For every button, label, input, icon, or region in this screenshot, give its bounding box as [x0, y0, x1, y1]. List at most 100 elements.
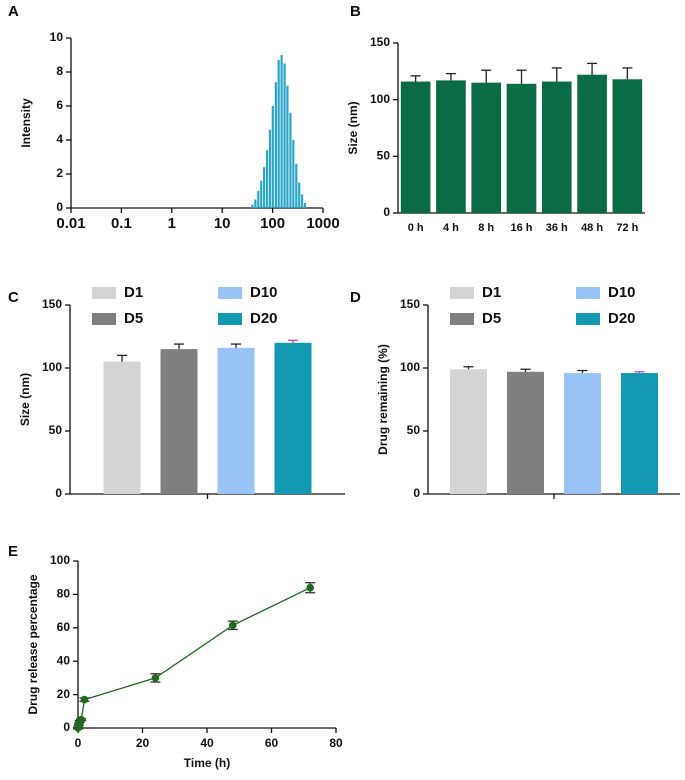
y-tick-label: 150	[42, 297, 62, 311]
legend-label: D1	[124, 284, 143, 301]
panel-label: B	[350, 3, 361, 20]
x-axis-label: Time (h)	[184, 756, 230, 770]
data-point	[80, 695, 89, 704]
y-tick-label: 0	[383, 205, 390, 219]
x-tick-label: 0 h	[408, 222, 424, 234]
y-axis-label: Drug release percentage	[26, 574, 40, 714]
legend-swatch	[92, 287, 116, 299]
x-tick-label: 20	[136, 736, 150, 750]
bar	[450, 369, 487, 494]
legend-label: D20	[250, 310, 278, 327]
legend-label: D10	[250, 284, 278, 301]
bar	[265, 150, 269, 208]
y-tick-label: 100	[50, 553, 70, 567]
x-tick-label: 8 h	[478, 222, 494, 234]
x-tick-label: 4 h	[443, 222, 459, 234]
y-axis-label: Drug remaining (%)	[376, 344, 390, 455]
x-tick-label: 80	[329, 736, 343, 750]
panel-label: D	[350, 289, 361, 306]
bar	[541, 81, 572, 214]
panel-label: E	[8, 543, 18, 560]
bar	[506, 83, 537, 213]
x-tick-label: 60	[265, 736, 279, 750]
y-tick-label: 0	[63, 720, 70, 734]
bar	[577, 74, 607, 213]
legend-label: D5	[482, 310, 501, 327]
y-tick-label: 100	[42, 360, 62, 374]
y-tick-label: 10	[50, 30, 64, 44]
y-tick-label: 0	[413, 486, 420, 500]
bar	[292, 140, 295, 208]
legend-swatch	[450, 313, 474, 325]
y-axis-label: Intensity	[19, 98, 33, 148]
data-point	[306, 583, 315, 592]
x-tick-label: 1000	[306, 215, 339, 232]
x-tick-label: 16 h	[510, 222, 532, 234]
bar	[303, 202, 307, 208]
y-tick-label: 60	[57, 620, 71, 634]
y-tick-label: 8	[56, 64, 63, 78]
bar	[277, 60, 280, 208]
y-tick-label: 2	[56, 166, 63, 180]
y-tick-label: 6	[56, 98, 63, 112]
data-point	[77, 715, 86, 724]
bar	[289, 112, 292, 208]
bar	[103, 361, 141, 494]
x-tick-label: 40	[200, 736, 214, 750]
bar	[217, 347, 255, 494]
panel-label: C	[8, 289, 19, 306]
bar	[298, 182, 301, 208]
bar	[295, 163, 298, 208]
bar	[274, 342, 312, 494]
data-line	[77, 587, 311, 729]
bar	[271, 106, 274, 208]
bar	[257, 191, 260, 208]
bar	[400, 81, 431, 214]
x-tick-label: 0	[75, 736, 82, 750]
legend-label: D1	[482, 284, 501, 301]
y-tick-label: 0	[56, 200, 63, 214]
bar	[436, 80, 466, 214]
bar	[263, 167, 266, 208]
y-tick-label: 100	[400, 360, 420, 374]
y-tick-label: 100	[370, 92, 390, 106]
x-tick-label: 0.01	[56, 215, 85, 232]
y-tick-label: 50	[377, 149, 391, 163]
y-tick-label: 150	[400, 297, 420, 311]
y-tick-label: 80	[57, 587, 71, 601]
bar	[301, 194, 304, 208]
legend-swatch	[92, 313, 116, 325]
legend-label: D5	[124, 310, 143, 327]
bar	[260, 180, 263, 208]
x-tick-label: 72 h	[616, 222, 638, 234]
y-tick-label: 50	[407, 423, 421, 437]
bar	[254, 199, 257, 208]
bar	[160, 349, 198, 494]
y-tick-label: 20	[57, 687, 71, 701]
y-tick-label: 0	[55, 486, 62, 500]
y-tick-label: 4	[56, 132, 63, 146]
bar	[283, 63, 286, 208]
x-tick-label: 1	[168, 215, 176, 232]
x-tick-label: 100	[260, 215, 285, 232]
y-axis-label: Size (nm)	[18, 373, 32, 426]
y-tick-label: 40	[57, 653, 71, 667]
y-tick-label: 50	[49, 423, 63, 437]
legend-swatch	[218, 313, 242, 325]
bar	[268, 129, 272, 208]
legend-swatch	[450, 287, 474, 299]
bar	[621, 373, 658, 494]
bar	[564, 373, 601, 494]
bar	[280, 55, 283, 208]
legend-label: D20	[608, 310, 636, 327]
x-tick-label: 10	[214, 215, 231, 232]
panel-label: A	[8, 3, 19, 20]
x-tick-label: 48 h	[581, 222, 603, 234]
data-point	[151, 674, 160, 682]
bar	[251, 204, 254, 208]
legend-label: D10	[608, 284, 636, 301]
x-tick-label: 36 h	[546, 222, 568, 234]
legend-swatch	[218, 287, 242, 299]
x-tick-label: 0.1	[111, 215, 132, 232]
